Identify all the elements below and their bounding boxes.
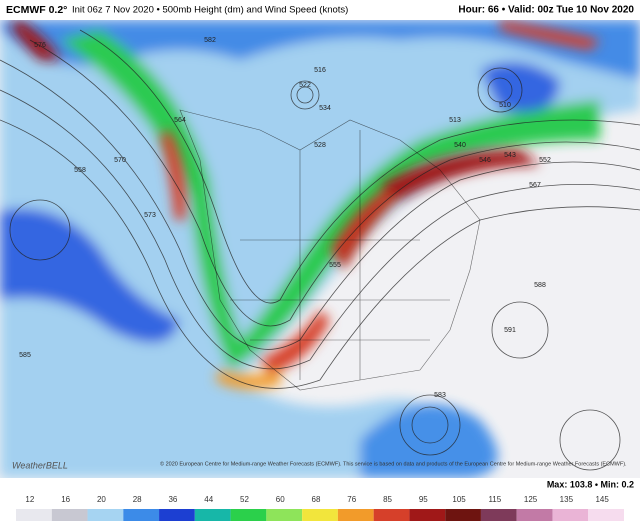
colorbar-label: 36 [168,495,177,504]
colorbar: 12 16 20 28 36 44 52 60 68 76 85 95 105 115 125 135 145 [16,495,624,521]
colorbar-swatch [159,509,195,521]
contour-label: 513 [449,117,461,124]
contour-label: 588 [534,282,546,289]
colorbar-label: 105 [452,495,466,504]
colorbar-label: 60 [276,495,285,504]
colorbar-swatch [409,509,446,521]
colorbar-label: 145 [595,495,609,504]
colorbar-label: 85 [383,495,392,504]
colorbar-swatch [588,509,624,521]
colorbar-swatch [194,509,231,521]
colorbar-swatch [266,509,303,521]
contour-label: 576 [34,42,46,49]
valid-text: Hour: 66 • Valid: 00z Tue 10 Nov 2020 [458,5,634,16]
contour-label: 543 [504,152,516,159]
contour-label: 555 [329,262,341,269]
contour-label: 552 [539,157,551,164]
colorbar-swatch [445,509,481,521]
colorbar-label: 68 [312,495,321,504]
colorbar-label: 76 [347,495,356,504]
colorbar-swatch [16,509,52,521]
contour-label: 546 [479,157,491,164]
colorbar-label: 135 [560,495,574,504]
copyright: © 2020 European Centre for Medium-range … [160,460,627,467]
contour-label: 573 [144,212,156,219]
contour-label: 510 [499,102,511,109]
colorbar-label: 44 [204,495,213,504]
contour-label: 570 [114,157,126,164]
colorbar-swatch [87,509,124,521]
colorbar-label: 115 [488,495,501,504]
colorbar-swatch [516,509,553,521]
colorbar-swatch [552,509,589,521]
init-text: Init 06z 7 Nov 2020 • 500mb Height (dm) … [72,5,348,16]
max-min: Max: 103.8 • Min: 0.2 [547,479,634,489]
contour-label: 591 [504,327,516,334]
contour-label: 528 [314,142,326,149]
colorbar-swatch [230,509,267,521]
contour-label: 534 [319,105,331,112]
contour-label: 522 [299,82,311,89]
colorbar-label: 12 [25,495,34,504]
contour-label: 564 [174,117,186,124]
colorbar-swatch [480,509,517,521]
logo: WeatherBELL [12,460,68,470]
colorbar-label: 16 [61,495,70,504]
map: 576 570 564 552 540 528 522 516 510 513 546 543 558 5… [0,20,640,478]
colorbar-label: 20 [97,495,106,504]
colorbar-swatch [123,509,160,521]
contour-label: 567 [529,182,541,189]
contour-label: 583 [434,392,446,399]
contour-label: 558 [74,167,86,174]
colorbar-swatch [373,509,410,521]
contour-label: 516 [314,67,326,74]
contour-label: 582 [204,37,216,44]
contour-label: 585 [19,352,31,359]
colorbar-swatch [51,509,88,521]
colorbar-label: 52 [240,495,249,504]
colorbar-label: 95 [419,495,428,504]
colorbar-label: 28 [133,495,142,504]
colorbar-label: 125 [524,495,538,504]
contour-label: 540 [454,142,466,149]
colorbar-swatch [302,509,338,521]
model-title: ECMWF 0.2° [6,4,67,16]
header-bar [0,0,640,20]
max-min-box [524,478,640,492]
colorbar-swatch [337,509,374,521]
